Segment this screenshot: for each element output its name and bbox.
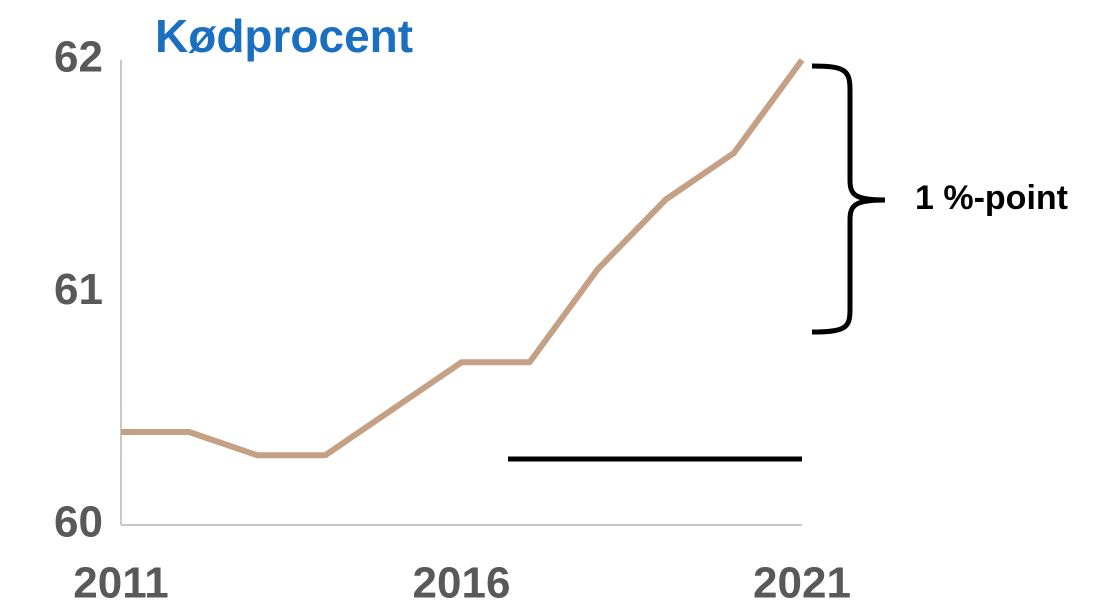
brace (811, 63, 886, 335)
chart-title: Kødprocent (155, 10, 413, 62)
y-tick-label: 62 (54, 33, 103, 82)
x-tick-label: 2021 (753, 559, 851, 608)
annotation: 1 %-point (915, 179, 1068, 217)
data-line (121, 58, 805, 459)
y-tick-label: 61 (54, 265, 103, 314)
x-tick-label: 2016 (413, 559, 511, 608)
y-tick-label: 60 (54, 498, 103, 547)
x-tick-label: 2011 (73, 559, 168, 608)
